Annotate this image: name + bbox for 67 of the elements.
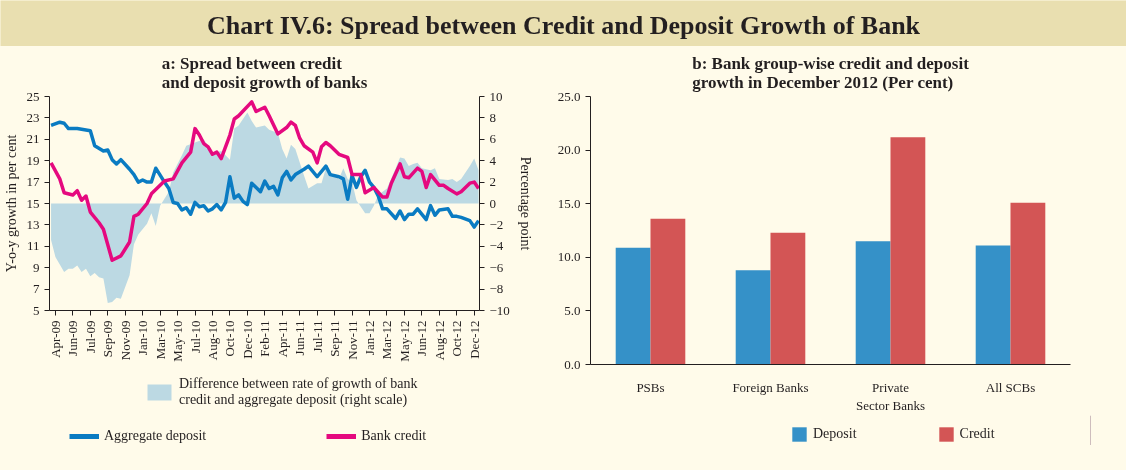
y-tick-label: 5.0 — [564, 302, 581, 318]
x-tick-label: Dec-12 — [466, 320, 482, 359]
y2-tick-label: −6 — [489, 259, 504, 275]
x-tick-label: PSBs — [636, 379, 665, 395]
y2-axis-title: Percentage point — [517, 156, 533, 251]
y-tick-label: 20.0 — [557, 142, 581, 158]
y-tick-label: 13 — [26, 216, 40, 232]
x-tick-label: Jul-09 — [82, 320, 98, 353]
x-tick-label: Nov-11 — [344, 320, 360, 360]
y-tick-label: 23 — [26, 109, 40, 125]
legend-label: Deposit — [813, 426, 857, 442]
y2-tick-label: 0 — [489, 195, 496, 211]
y-tick-label: 21 — [26, 131, 40, 147]
y2-tick-label: 10 — [489, 88, 503, 104]
x-tick-label: Aug-10 — [204, 320, 220, 361]
x-tick-label: Private Sector Banks — [856, 379, 925, 413]
chart-title: a: Spread between credit and deposit growth of banks — [161, 53, 368, 92]
x-tick-label: Jan-10 — [135, 320, 151, 356]
x-tick-label: Oct-12 — [449, 320, 465, 357]
x-tick-label: Jul-11 — [309, 320, 325, 353]
y-tick-label: 17 — [26, 174, 40, 190]
x-tick-label: Sep-11 — [327, 320, 343, 357]
chart-title: b: Bank group-wise credit and deposit growth in December 2012 (Per cent) — [692, 53, 970, 92]
y2-tick-label: −10 — [489, 302, 510, 318]
x-tick-label: Apr-09 — [47, 320, 63, 358]
x-tick-label: Jun-09 — [65, 320, 81, 356]
x-tick-label: Foreign Banks — [732, 379, 809, 395]
y2-tick-label: 8 — [489, 109, 496, 125]
y-tick-label: 11 — [26, 238, 40, 254]
y2-tick-label: −4 — [489, 238, 504, 254]
x-tick-label: Mar-10 — [152, 320, 168, 360]
y-tick-label: 15.0 — [557, 195, 581, 211]
x-tick-label: Jul-10 — [187, 320, 203, 353]
x-tick-label: Mar-12 — [379, 320, 395, 360]
x-tick-label: Jan-12 — [362, 320, 378, 356]
x-tick-label: Jun-12 — [414, 320, 430, 356]
y-tick-label: 7 — [33, 281, 40, 297]
x-tick-label: Apr-11 — [274, 320, 290, 358]
x-tick-label: May-10 — [170, 320, 186, 362]
x-tick-label: All SCBs — [985, 379, 1036, 395]
x-tick-label: Dec-10 — [239, 320, 255, 359]
x-tick-label: Oct-10 — [222, 320, 238, 357]
x-tick-label: Nov-09 — [117, 320, 133, 361]
y-tick-label: 9 — [33, 259, 40, 275]
y2-tick-label: 2 — [489, 174, 496, 190]
text: Chart IV.6: Spread between Credit and Deposit Growth of Bank — [206, 11, 921, 41]
y2-tick-label: 4 — [489, 152, 497, 168]
y2-tick-label: 6 — [489, 131, 497, 147]
y2-tick-label: −8 — [489, 281, 504, 297]
x-tick-label: Aug-12 — [431, 320, 447, 361]
y-tick-label: 19 — [26, 152, 40, 168]
legend-label: Difference between rate of growth of bank credit and aggregate deposit (right scale) — [179, 376, 418, 408]
legend-label: Bank credit — [361, 428, 427, 444]
x-tick-label: Sep-09 — [100, 320, 116, 358]
x-tick-label: Jun-11 — [292, 320, 308, 356]
legend-label: Aggregate deposit — [104, 428, 207, 444]
x-tick-label: May-12 — [396, 320, 412, 362]
y-tick-label: 0.0 — [564, 356, 581, 372]
x-tick-label: Feb-11 — [257, 320, 273, 357]
y2-tick-label: −2 — [489, 216, 504, 232]
legend-label: Credit — [959, 426, 995, 442]
y-tick-label: 15 — [26, 195, 40, 211]
y-axis-title: Y-o-y growth in per cent — [3, 134, 19, 273]
y-tick-label: 25 — [26, 88, 40, 104]
y-tick-label: 25.0 — [557, 88, 581, 104]
y-tick-label: 5 — [33, 302, 40, 318]
y-tick-label: 10.0 — [557, 249, 581, 265]
